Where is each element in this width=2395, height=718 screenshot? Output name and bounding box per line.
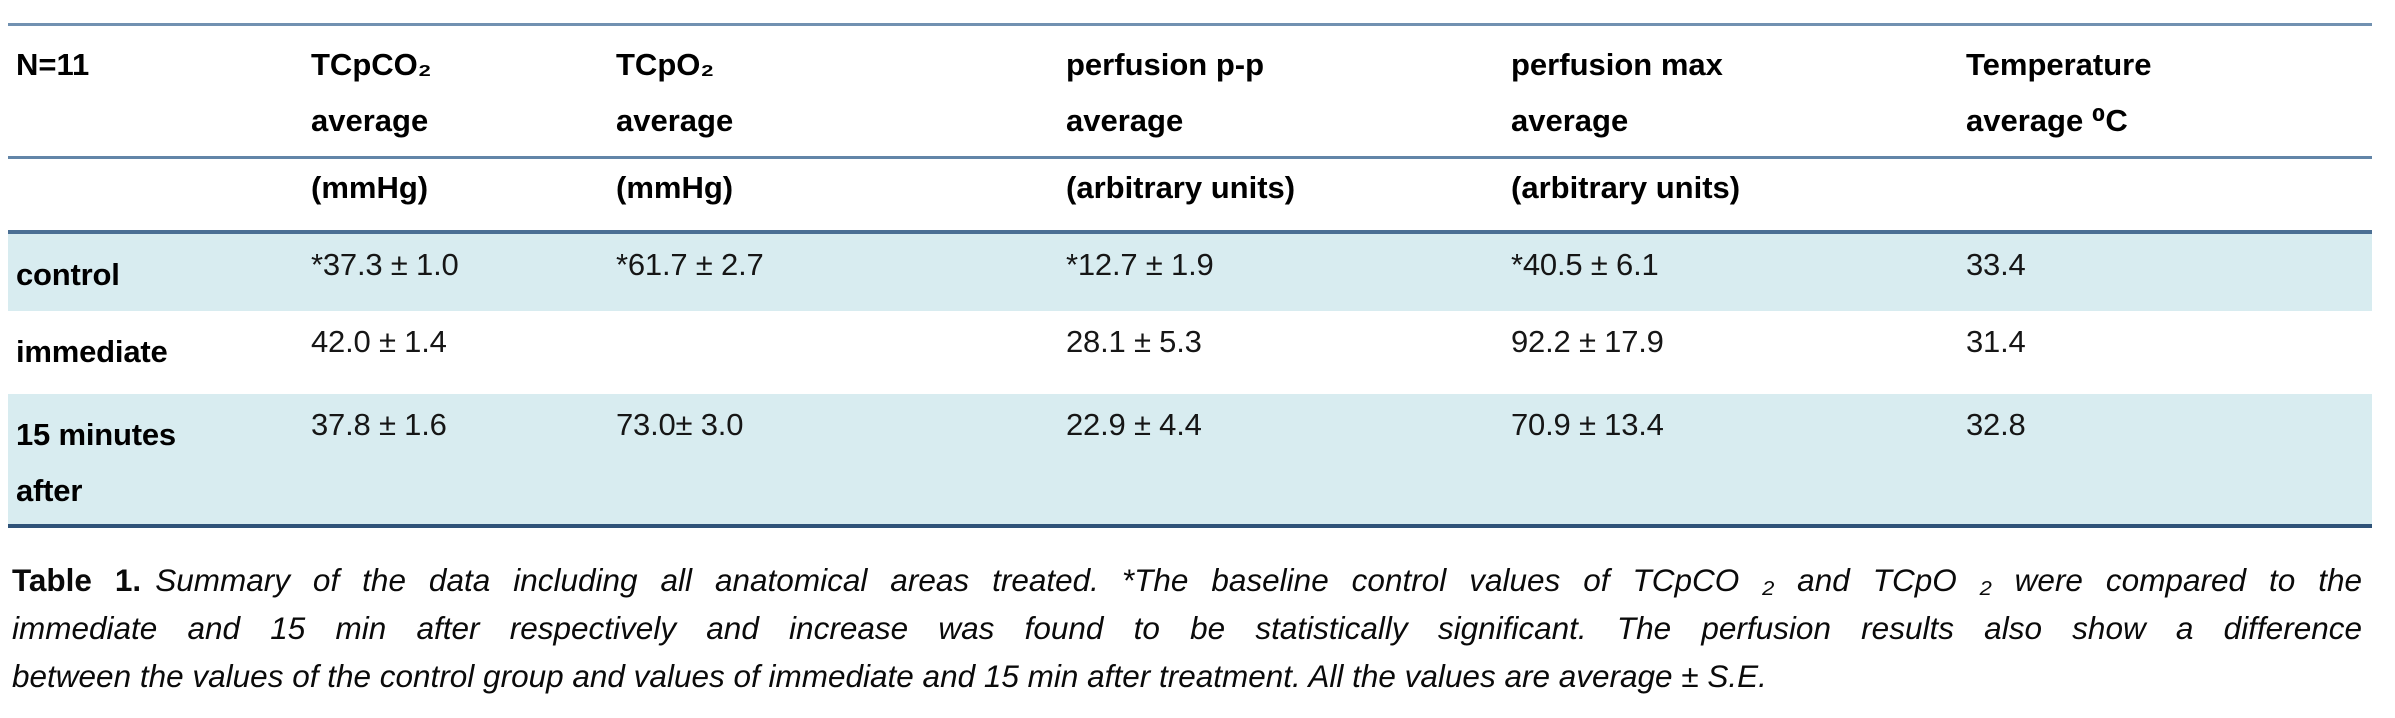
column-title: perfusion p-p xyxy=(1066,47,1265,82)
column-subtitle: average xyxy=(1511,103,1629,138)
column-title: TCpO₂ xyxy=(616,47,715,82)
cell-control-perfusion-max: *40.5 ± 6.1 xyxy=(1511,247,1659,282)
cell-15min-tcpco2: 37.8 ± 1.6 xyxy=(303,394,608,528)
n-count-label: N=11 xyxy=(16,47,90,82)
header-cell-perfusion-pp: perfusion p-p average xyxy=(1058,23,1503,159)
cell-control-temperature: 33.4 xyxy=(1966,247,2026,282)
row-label: control xyxy=(16,257,120,292)
table-caption: Table 1. Summary of the data including al… xyxy=(12,556,2362,700)
cell-15min-perfusion-pp: 22.9 ± 4.4 xyxy=(1058,394,1503,528)
header-cell-tcpo2: TCpO₂ average xyxy=(608,23,1058,159)
column-title: Temperature xyxy=(1966,47,2152,82)
header-cell-n: N=11 xyxy=(8,23,303,159)
header-row: N=11 TCpCO₂ average TCpO₂ average perfus… xyxy=(8,23,2372,159)
caption-line-3: between the values of the control group … xyxy=(12,658,1767,694)
header-cell-tcpco2: TCpCO₂ average xyxy=(303,23,608,159)
cell-immediate-perfusion-max: 92.2 ± 17.9 xyxy=(1511,324,1664,359)
column-subtitle: average xyxy=(311,103,429,138)
table-row-15-minutes-after: 15 minutes after 37.8 ± 1.6 73.0± 3.0 22… xyxy=(8,394,2372,528)
cell-15min-tcpo2: 73.0± 3.0 xyxy=(608,394,1058,528)
row-label: immediate xyxy=(16,334,168,369)
caption-line-1: Table 1. Summary of the data including al… xyxy=(12,556,2362,604)
cell-immediate-tcpco2: 42.0 ± 1.4 xyxy=(311,324,447,359)
column-title: TCpCO₂ xyxy=(311,47,432,82)
units-cell-tcpo2: (mmHg) xyxy=(608,157,1058,234)
cell-control-tcpco2: *37.3 ± 1.0 xyxy=(311,247,459,282)
units-cell-perfusion-max: (arbitrary units) xyxy=(1503,157,1958,234)
units-cell-n xyxy=(8,157,303,234)
results-table: N=11 TCpCO₂ average TCpO₂ average perfus… xyxy=(8,23,2372,528)
cell-immediate-temperature: 31.4 xyxy=(1966,324,2026,359)
cell-control-perfusion-pp: *12.7 ± 1.9 xyxy=(1066,247,1214,282)
cell-control-tcpo2: *61.7 ± 2.7 xyxy=(616,247,764,282)
cell-15min-temperature: 32.8 xyxy=(1958,394,2372,528)
table-row-control: control *37.3 ± 1.0 *61.7 ± 2.7 *12.7 ± … xyxy=(8,232,2372,311)
caption-line-2: immediate and 15 min after respectively … xyxy=(12,610,2362,646)
cell-immediate-tcpo2 xyxy=(608,311,1058,394)
cell-immediate-perfusion-pp: 28.1 ± 5.3 xyxy=(1066,324,1202,359)
table-row-immediate: immediate 42.0 ± 1.4 28.1 ± 5.3 92.2 ± 1… xyxy=(8,311,2372,394)
column-subtitle: average xyxy=(616,103,734,138)
paper-table-figure: N=11 TCpCO₂ average TCpO₂ average perfus… xyxy=(0,23,2395,718)
cell-15min-perfusion-max: 70.9 ± 13.4 xyxy=(1503,394,1958,528)
units-row: (mmHg) (mmHg) (arbitrary units) (arbitra… xyxy=(8,157,2372,234)
header-cell-temperature: Temperature average ⁰C xyxy=(1958,23,2372,159)
row-label: 15 minutes after xyxy=(8,394,303,528)
column-subtitle: average ⁰C xyxy=(1966,103,2128,138)
column-title: perfusion max xyxy=(1511,47,1723,82)
caption-text: Summary of the data including all anatom… xyxy=(155,562,2362,598)
column-subtitle: average xyxy=(1066,103,1184,138)
units-cell-tcpco2: (mmHg) xyxy=(303,157,608,234)
units-cell-temperature xyxy=(1958,157,2372,234)
header-cell-perfusion-max: perfusion max average xyxy=(1503,23,1958,159)
caption-table-number: Table 1. xyxy=(12,562,142,598)
units-cell-perfusion-pp: (arbitrary units) xyxy=(1058,157,1503,234)
